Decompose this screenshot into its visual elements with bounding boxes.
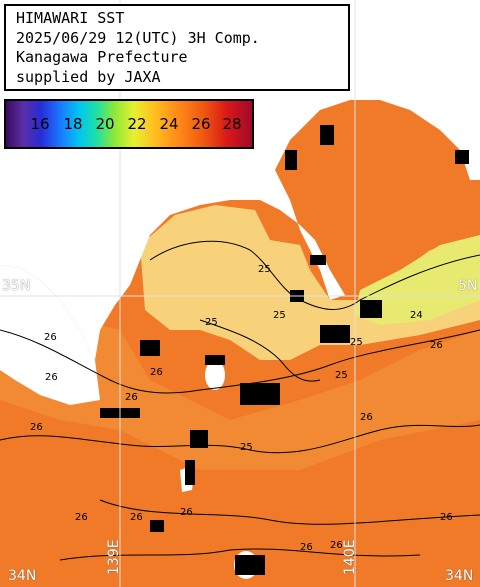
lon-label-140e: 140E	[342, 539, 358, 575]
contour-label: 26	[30, 422, 43, 433]
legend-tick: 16	[30, 115, 50, 133]
contour-label: 26	[75, 512, 88, 523]
legend-tick: 20	[95, 115, 115, 133]
legend-tick: 28	[222, 115, 242, 133]
title-box: HIMAWARI SST 2025/06/29 12(UTC) 3H Comp.…	[4, 4, 350, 91]
contour-label: 26	[440, 512, 453, 523]
land-boso	[440, 0, 480, 20]
contour-label: 25	[205, 317, 218, 328]
lat-label-34n-right: 34N	[445, 568, 474, 584]
contour-label: 24	[410, 310, 423, 321]
color-legend: 16 18 20 22 24 26 28	[4, 99, 254, 149]
title-line: supplied by JAXA	[16, 67, 161, 86]
contour-label-group: 25 26 25 25 26 25 24 26 25 25 26 26 26 2…	[30, 264, 453, 553]
contour-label: 26	[130, 512, 143, 523]
legend-tick: 22	[127, 115, 147, 133]
contour-label: 26	[330, 540, 343, 551]
legend-tick: 24	[159, 115, 179, 133]
island-hatsushima	[205, 360, 225, 390]
lat-label-34n-left: 34N	[8, 568, 37, 584]
contour-label: 26	[44, 332, 57, 343]
contour-label: 25	[335, 370, 348, 381]
land-izu	[0, 265, 100, 405]
contour-label: 25	[273, 310, 286, 321]
contour-label: 25	[350, 337, 363, 348]
title-line: Kanagawa Prefecture	[16, 48, 188, 66]
contour-label: 26	[430, 340, 443, 351]
bay-yellow-area	[355, 235, 480, 325]
lat-label-35n-right: 5N	[458, 278, 478, 294]
legend-tick: 18	[63, 115, 83, 133]
title-line: HIMAWARI SST	[16, 9, 125, 27]
land-miura	[310, 110, 365, 225]
contour-label: 26	[180, 507, 193, 518]
contours	[0, 240, 480, 561]
lon-label-139e: 139E	[106, 539, 122, 575]
contour-label: 25	[258, 264, 271, 275]
contour-label: 26	[45, 372, 58, 383]
missing-data	[100, 125, 469, 575]
contour-label: 26	[300, 542, 313, 553]
lat-label-35n: 35N	[2, 278, 31, 294]
contour-label: 26	[150, 367, 163, 378]
legend-tick: 26	[191, 115, 211, 133]
title-line: 2025/06/29 12(UTC) 3H Comp.	[16, 28, 260, 47]
contour-label: 25	[240, 442, 253, 453]
contour-label: 26	[360, 412, 373, 423]
contour-label: 26	[125, 392, 138, 403]
